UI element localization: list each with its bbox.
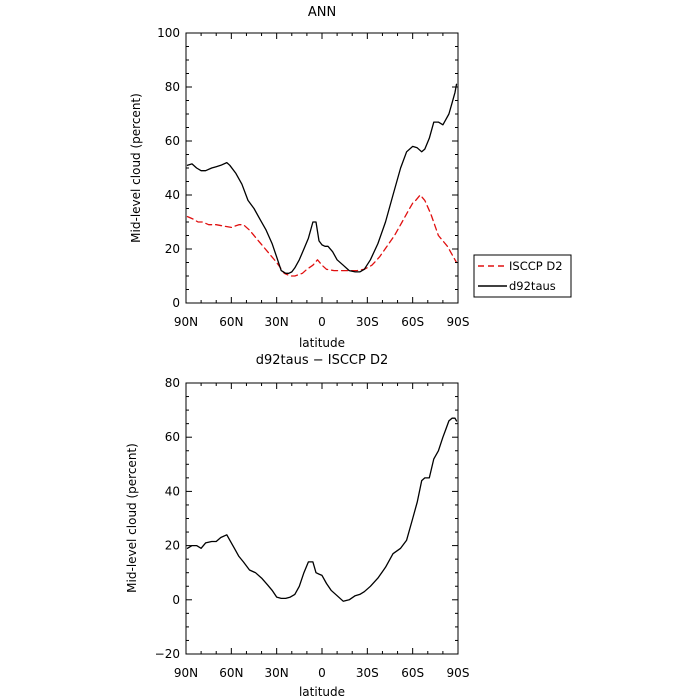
series-line-d92taus (186, 83, 458, 274)
y-tick-label: 100 (157, 26, 180, 40)
legend-box (473, 254, 572, 298)
series-line-difference (186, 417, 458, 602)
y-axis-tick-labels: −20 0 20 40 60 80 (155, 376, 180, 661)
legend-label-d92taus: d92taus (509, 279, 556, 293)
x-axis-tick-labels: 90N 60N 30N 0 30S 60S 90S (174, 666, 470, 680)
y-tick-label: 20 (165, 539, 180, 553)
plot-frame (185, 32, 459, 304)
y-tick-label: 80 (165, 376, 180, 390)
chart-title: d92taus − ISCCP D2 (256, 353, 389, 368)
y-tick-label: 80 (165, 80, 180, 94)
y-tick-label: 40 (165, 484, 180, 498)
y-axis-ticks (186, 382, 458, 655)
x-tick-label: 60S (401, 666, 424, 680)
x-tick-label: 30S (356, 315, 379, 329)
x-axis-ticks (185, 383, 459, 654)
y-axis-tick-labels: 0 20 40 60 80 100 (157, 26, 180, 310)
x-axis-tick-labels: 90N 60N 30N 0 30S 60S 90S (174, 315, 470, 329)
x-tick-label: 30N (265, 666, 289, 680)
y-tick-label: 0 (172, 593, 180, 607)
x-tick-label: 60N (219, 315, 243, 329)
y-axis-ticks (186, 32, 458, 304)
chart-title: ANN (308, 5, 336, 20)
y-tick-label: 60 (165, 430, 180, 444)
panel-annual-mean: ANN 0 20 40 60 80 100 90N 60N 30N 0 30S 60S 90S lat… (129, 5, 469, 350)
y-tick-label: −20 (155, 647, 180, 661)
series-line-isccp-d2 (186, 194, 458, 277)
panel-difference: d92taus − ISCCP D2 −20 0 20 40 60 80 90N 60N 30… (125, 353, 469, 699)
x-tick-label: 90N (174, 666, 198, 680)
series-lines (186, 83, 458, 277)
x-axis-label: latitude (299, 685, 345, 699)
legend: ISCCP D2 d92taus (473, 254, 572, 298)
y-axis-label: Mid-level cloud (percent) (125, 443, 139, 593)
y-tick-label: 0 (172, 296, 180, 310)
x-tick-label: 0 (318, 315, 326, 329)
plot-frame (185, 382, 459, 655)
y-tick-label: 60 (165, 134, 180, 148)
x-tick-label: 30S (356, 666, 379, 680)
legend-label-isccp-d2: ISCCP D2 (509, 259, 563, 273)
x-axis-label: latitude (299, 336, 345, 350)
x-tick-label: 90S (447, 666, 470, 680)
series-lines (186, 417, 458, 602)
x-tick-label: 60S (401, 315, 424, 329)
x-tick-label: 90N (174, 315, 198, 329)
y-axis-label: Mid-level cloud (percent) (129, 93, 143, 243)
y-tick-label: 20 (165, 242, 180, 256)
y-tick-label: 40 (165, 188, 180, 202)
x-tick-label: 30N (265, 315, 289, 329)
x-axis-ticks (185, 33, 459, 303)
x-tick-label: 60N (219, 666, 243, 680)
x-tick-label: 90S (447, 315, 470, 329)
x-tick-label: 0 (318, 666, 326, 680)
